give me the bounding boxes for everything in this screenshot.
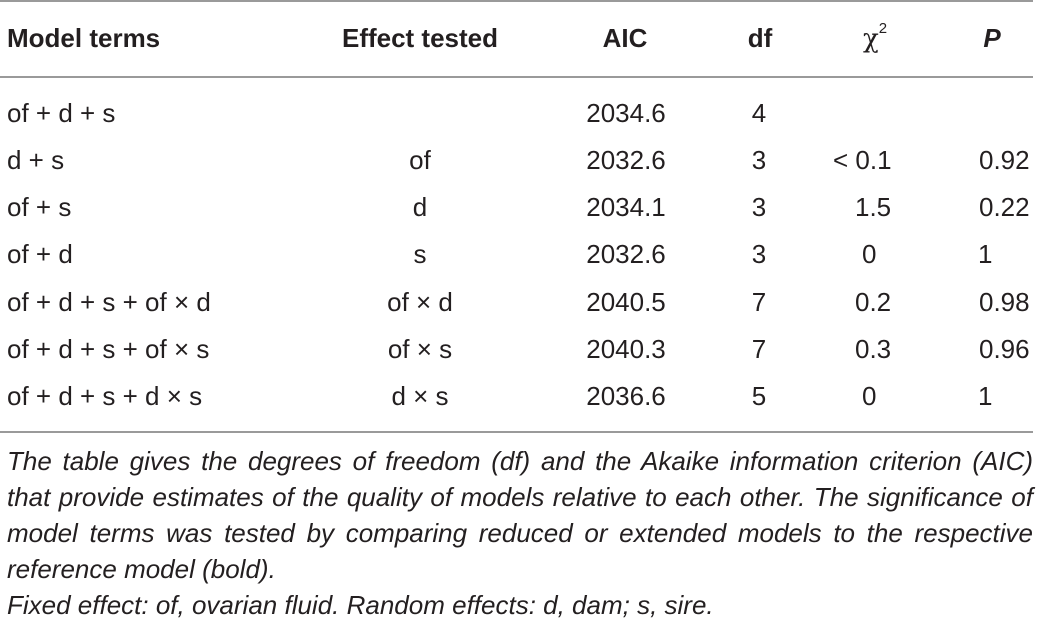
cell-chi-square: 0.2 <box>855 287 892 317</box>
cell-chi-square: 0 <box>862 381 877 411</box>
cell-p: 1 <box>978 381 993 411</box>
table-row: of + s d 2034.1 3 1.5 0.22 <box>0 183 1035 230</box>
table-row: d + s of 2032.6 3 < 0.1 0.92 <box>0 136 1035 183</box>
cell-aic: 2032.6 <box>586 239 666 269</box>
cell-chi-square: < 0.1 <box>833 145 892 175</box>
cell-p: 0.92 <box>979 145 1030 175</box>
table-footnotes: The table gives the degrees of freedom (… <box>7 443 1033 623</box>
footnote-description: The table gives the degrees of freedom (… <box>7 446 1033 584</box>
table-row: of + d + s + of × d of × d 2040.5 7 0.2 … <box>0 278 1035 325</box>
cell-df: 4 <box>751 98 767 128</box>
header-aic: AIC <box>602 23 648 53</box>
cell-model-terms: of + d + s + of × d <box>7 287 211 317</box>
footnote-effects: Fixed effect: of, ovarian fluid. Random … <box>7 590 714 620</box>
header-rule <box>0 76 1033 78</box>
chi-symbol: χ <box>862 24 879 54</box>
cell-chi-square: 1.5 <box>855 192 892 222</box>
cell-model-terms: of + d + s + of × s <box>7 334 210 364</box>
cell-effect-tested: s <box>413 239 427 269</box>
cell-chi-square: 0.3 <box>855 334 892 364</box>
header-df: df <box>747 23 773 53</box>
cell-aic: 2034.6 <box>586 98 666 128</box>
bottom-rule <box>0 431 1033 433</box>
table-row: of + d s 2032.6 3 0 1 <box>0 230 1035 277</box>
cell-effect-tested: of <box>409 145 431 175</box>
cell-df: 7 <box>751 287 767 317</box>
cell-aic: 2040.5 <box>586 287 666 317</box>
cell-aic: 2040.3 <box>586 334 666 364</box>
table-row: of + d + s + of × s of × s 2040.3 7 0.3 … <box>0 325 1035 372</box>
header-effect-tested: Effect tested <box>341 23 499 53</box>
cell-aic: 2036.6 <box>586 381 666 411</box>
cell-p: 0.96 <box>979 334 1030 364</box>
cell-df: 3 <box>751 192 767 222</box>
cell-effect-tested: of × d <box>387 287 453 317</box>
cell-aic: 2034.1 <box>586 192 666 222</box>
cell-aic: 2032.6 <box>586 145 666 175</box>
cell-effect-tested: d <box>412 192 428 222</box>
cell-p: 0.22 <box>979 192 1030 222</box>
header-model-terms: Model terms <box>7 23 161 53</box>
cell-model-terms: of + d + s + d × s <box>7 381 203 411</box>
chi-superscript: 2 <box>878 20 888 38</box>
cell-effect-tested: d × s <box>391 381 449 411</box>
cell-df: 5 <box>751 381 767 411</box>
table-row: of + d + s 2034.6 4 <box>0 89 1035 136</box>
cell-model-terms: of + d <box>7 239 73 269</box>
cell-chi-square: 0 <box>862 239 877 269</box>
cell-effect-tested: of × s <box>387 334 453 364</box>
cell-df: 3 <box>751 239 767 269</box>
cell-p: 1 <box>978 239 993 269</box>
header-chi-square: χ2 <box>862 20 888 54</box>
cell-df: 7 <box>751 334 767 364</box>
top-rule <box>0 0 1033 2</box>
cell-model-terms: of + s <box>7 192 72 222</box>
cell-df: 3 <box>751 145 767 175</box>
header-p: P <box>983 23 1001 53</box>
cell-model-terms: d + s <box>7 145 65 175</box>
cell-model-terms: of + d + s <box>7 98 116 128</box>
table-row: of + d + s + d × s d × s 2036.6 5 0 1 <box>0 372 1035 419</box>
cell-p: 0.98 <box>979 287 1030 317</box>
